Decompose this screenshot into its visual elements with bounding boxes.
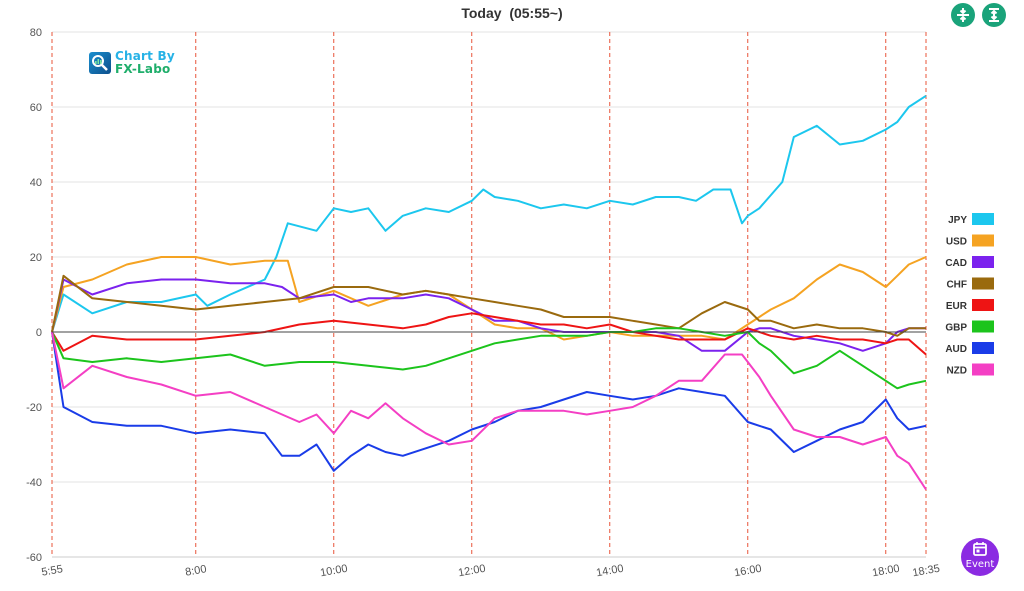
legend-label: CAD [945,258,967,269]
legend-item-nzd[interactable]: NZD [946,363,994,377]
logo-line-2: FX-Labo [115,62,171,76]
x-tick-label: 18:00 [871,563,900,580]
event-label: Event [965,559,995,570]
legend-item-jpy[interactable]: JPY [948,213,994,226]
legend-item-cad[interactable]: CAD [945,256,994,269]
x-tick-label: 18:35 [912,563,941,580]
calendar-icon [973,542,987,556]
legend-item-chf[interactable]: CHF [946,277,994,291]
x-tick-label: 14:00 [595,563,624,580]
series-line-jpy [51,94,927,333]
expand-vertical-button[interactable] [982,3,1006,27]
collapse-vertical-button[interactable] [951,3,975,27]
legend-label: CHF [946,280,967,291]
legend-label: JPY [948,215,967,226]
logo-line-1: Chart By [115,49,175,63]
legend-swatch [972,320,994,333]
y-tick-label: -40 [26,477,42,489]
legend-swatch [972,342,994,354]
legend-swatch [972,277,994,290]
legend-swatch [972,299,994,311]
x-tick-label: 16:00 [733,563,762,580]
legend-label: USD [946,237,967,248]
legend-item-eur[interactable]: EUR [946,299,994,312]
grid [51,31,927,558]
series-line-aud [51,331,927,472]
x-tick-label: 5:55 [41,563,64,579]
x-tick-label: 8:00 [184,563,207,579]
y-tick-label: -60 [26,552,42,564]
series-line-eur [51,312,927,356]
series-line-chf [51,274,926,337]
series-line-usd [51,256,927,341]
series-line-nzd [51,331,927,491]
logo-text: Chart By FX-Labo [115,50,205,76]
legend-swatch [972,213,994,225]
y-tick-label: 0 [36,327,42,339]
y-tick-label: 80 [30,27,42,39]
legend-swatch [972,256,994,268]
y-tick-label: 20 [30,252,42,264]
series-lines [51,94,927,491]
x-tick-label: 12:00 [457,563,486,580]
collapse-vertical-icon [957,8,969,22]
legend-label: NZD [946,366,967,377]
axes: 80 60 40 20 0 -20 -40 -605:55 8:00 10:00 12:00 14:0… [26,27,941,579]
series-line-gbp [51,327,927,390]
chart-title: Today (05:55~) [461,5,563,21]
y-tick-label: 40 [30,177,42,189]
event-button[interactable]: Event [961,538,999,576]
legend-item-aud[interactable]: AUD [945,342,994,355]
legend-label: GBP [945,323,967,334]
legend-swatch [972,363,994,376]
legend-swatch [972,234,994,247]
logo-icon [89,52,111,74]
series-line-cad [51,278,926,352]
y-tick-label: 60 [30,102,42,114]
x-tick-label: 10:00 [319,563,348,580]
y-tick-label: -20 [26,402,42,414]
legend-item-gbp[interactable]: GBP [945,320,994,334]
legend-label: EUR [946,301,968,312]
legend[interactable]: JPY USD CAD CHF EUR GBP AUD NZD [945,213,994,377]
legend-item-usd[interactable]: USD [946,234,994,248]
legend-label: AUD [945,344,967,355]
expand-vertical-icon [989,8,999,22]
